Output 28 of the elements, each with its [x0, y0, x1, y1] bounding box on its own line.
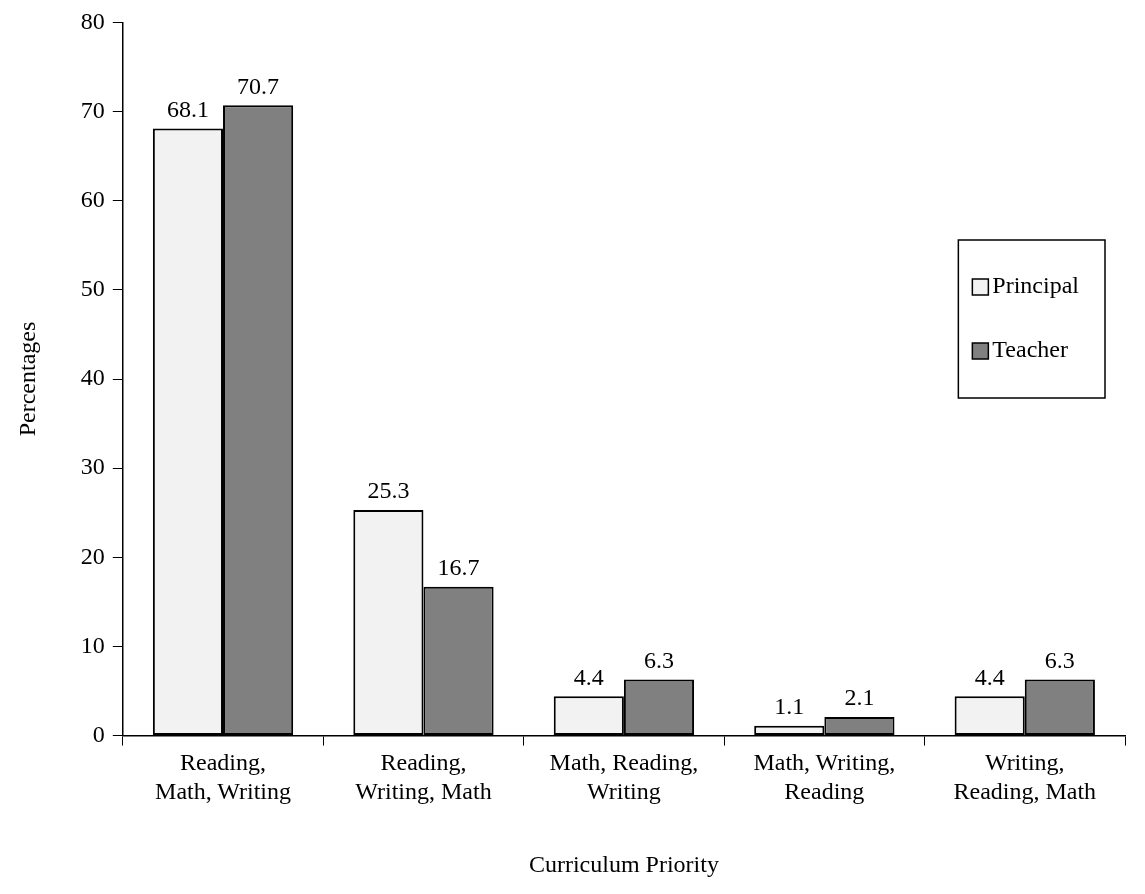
y-axis-title: Percentages	[13, 321, 40, 437]
data-label: 4.4	[573, 663, 604, 690]
x-tick-label: Math, Reading, Writing	[549, 749, 699, 805]
y-tick-label: 80	[80, 7, 105, 34]
x-tick-label: Writing, Reading, Math	[953, 749, 1097, 805]
data-label: 25.3	[367, 477, 410, 504]
y-tick-label: 10	[80, 631, 105, 658]
x-axis-title: Curriculum Priority	[528, 850, 719, 877]
y-tick-label: 40	[80, 364, 105, 391]
y-tick-label: 50	[80, 275, 105, 302]
data-label: 2.1	[844, 684, 875, 711]
y-tick-label: 0	[92, 720, 105, 747]
y-tick-label: 20	[80, 542, 105, 569]
data-label: 1.1	[774, 693, 805, 720]
y-tick-label: 60	[80, 186, 105, 212]
x-tick-label: Reading, Math, Writing	[155, 749, 291, 805]
x-tick-label: Math, Writing, Reading	[753, 749, 896, 805]
data-label: 16.7	[437, 554, 480, 581]
data-label: 70.7	[237, 72, 280, 99]
data-label: 4.4	[974, 663, 1005, 690]
y-tick-label: 30	[80, 453, 105, 480]
data-label: 6.3	[1044, 646, 1075, 673]
x-tick-label: Reading, Writing, Math	[355, 749, 492, 805]
data-label: 68.1	[166, 95, 209, 122]
data-label: 6.3	[643, 646, 674, 673]
y-tick-label: 70	[80, 96, 105, 123]
legend-label: Principal	[992, 272, 1080, 299]
legend-label: Teacher	[992, 336, 1068, 363]
